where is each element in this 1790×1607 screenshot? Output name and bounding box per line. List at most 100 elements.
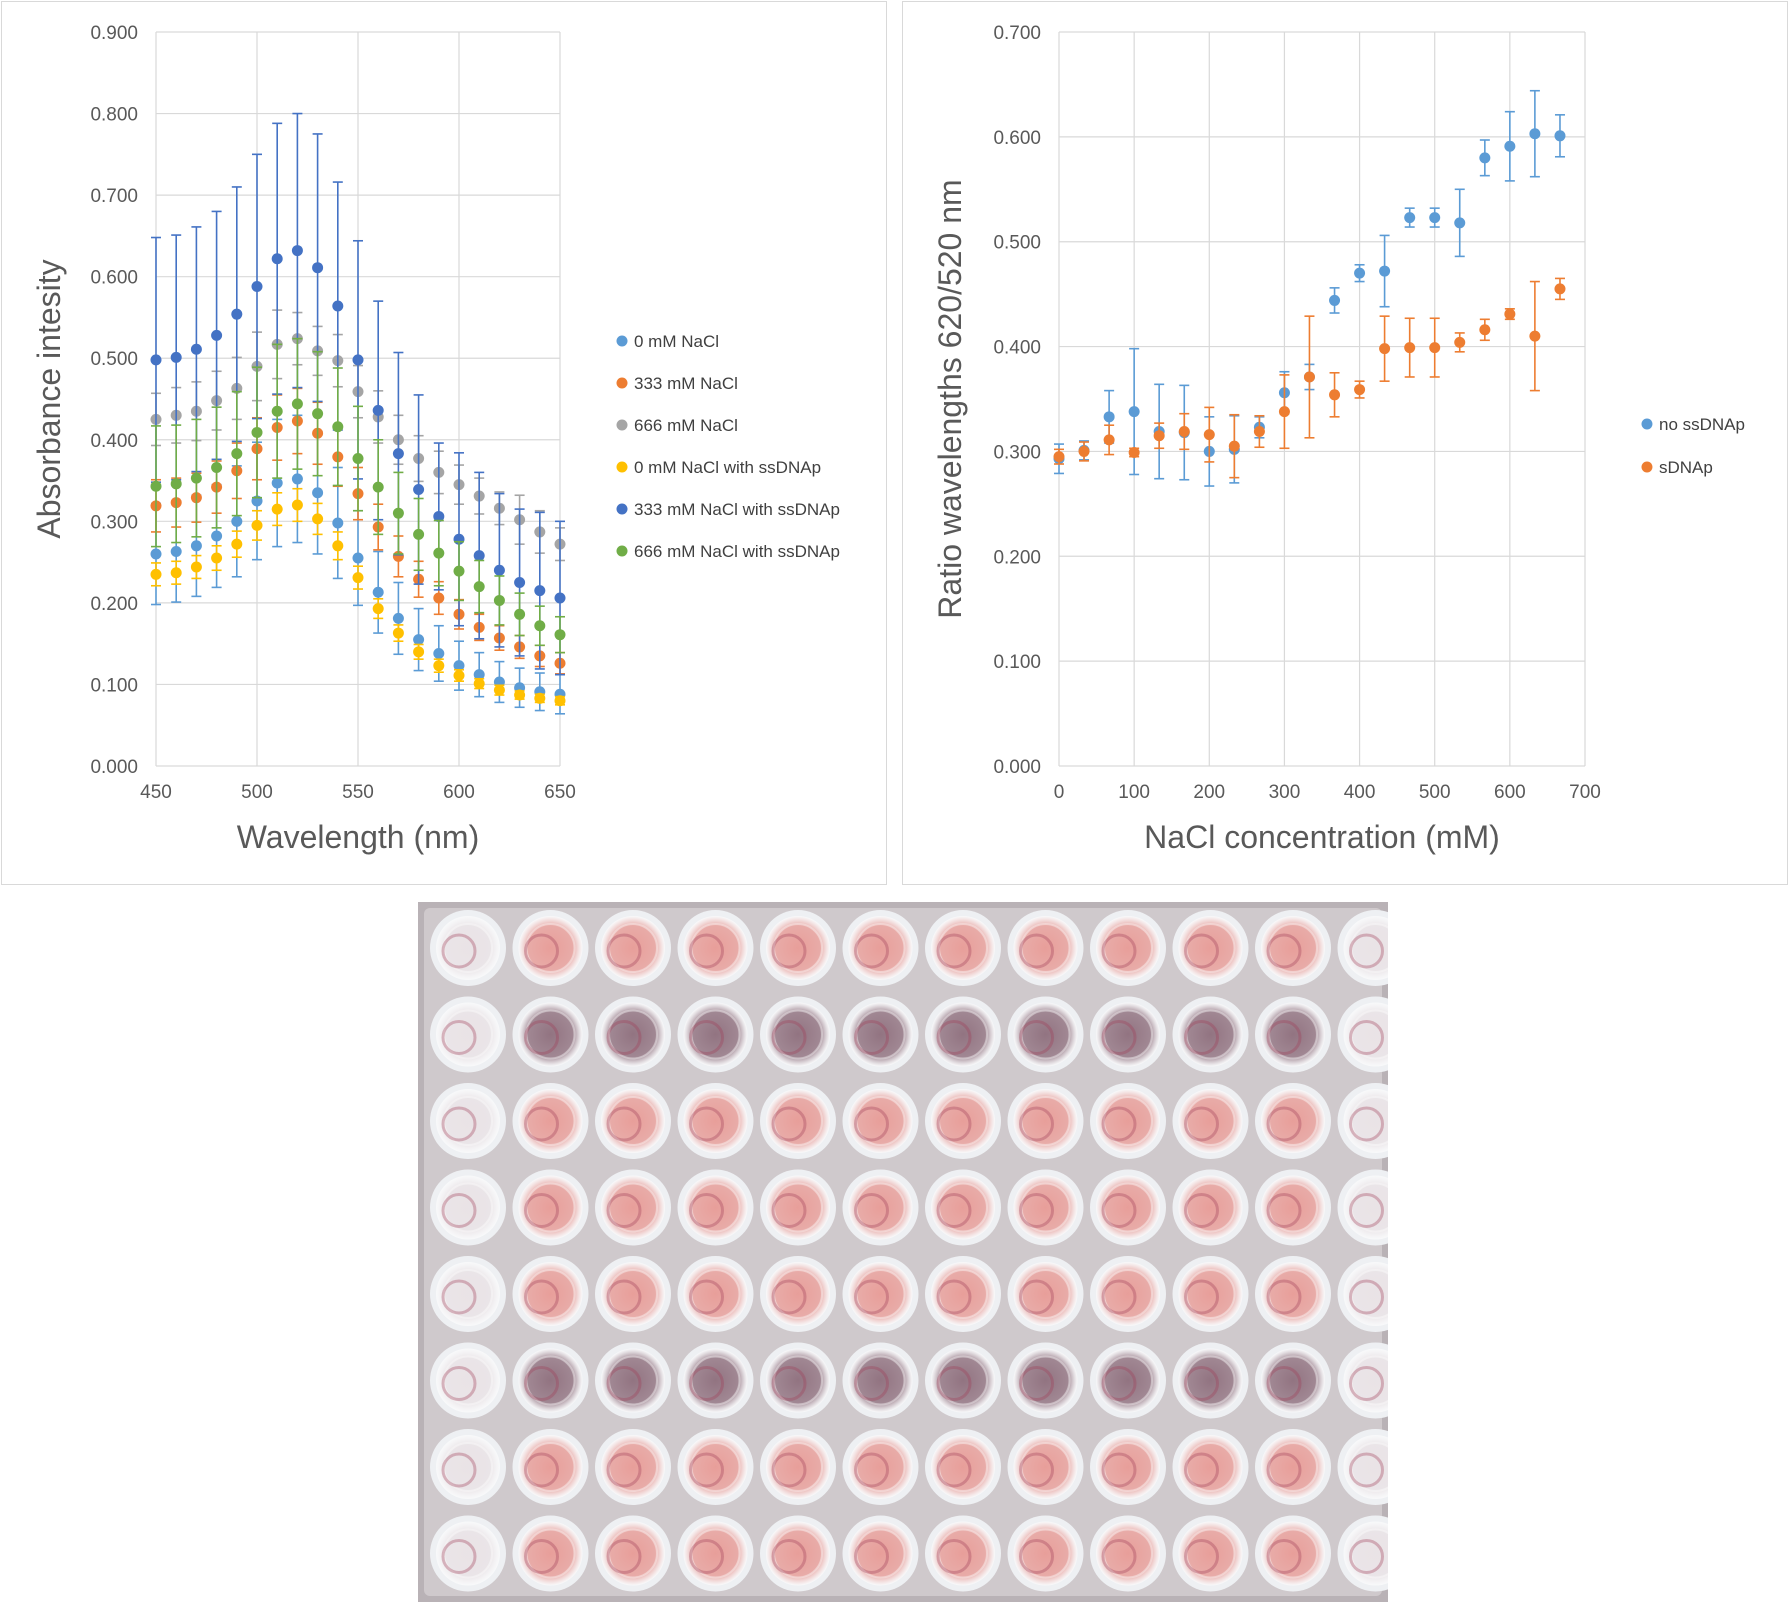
well-ring (936, 1279, 972, 1315)
data-point (1379, 265, 1391, 277)
well-ring (1266, 1452, 1302, 1488)
well-meniscus (855, 1269, 906, 1319)
well (1172, 1083, 1249, 1159)
data-point (1128, 406, 1140, 418)
well-ring (1019, 1020, 1054, 1055)
well-meniscus (1268, 923, 1318, 973)
data-point (170, 546, 182, 558)
data-point (231, 538, 243, 550)
well-ring (524, 1106, 559, 1142)
well-meniscus (938, 1355, 988, 1406)
y-tick-label: 0.300 (993, 442, 1041, 463)
well (595, 1169, 671, 1246)
well-liquid (1096, 1521, 1160, 1586)
well (925, 1169, 1001, 1246)
well-ring (1184, 1366, 1219, 1401)
well-ring (689, 1279, 724, 1315)
well (760, 1083, 836, 1159)
well-liquid (683, 1002, 748, 1067)
well-meniscus (608, 1009, 658, 1060)
y-tick-label: 0.800 (90, 105, 138, 126)
data-point (392, 507, 404, 519)
well (1007, 1083, 1084, 1159)
data-point (291, 398, 303, 410)
well (925, 1083, 1001, 1159)
well-ring (524, 1366, 559, 1401)
well-meniscus (1103, 1096, 1153, 1146)
well (430, 1256, 506, 1332)
well-meniscus (525, 1528, 576, 1579)
data-point (1128, 446, 1140, 458)
ratio-chart: 0.000 0.100 0.200 0.300 0.400 0.500 0.600 0.700… (932, 23, 1745, 855)
well (1090, 1515, 1166, 1592)
x-tick-label: 650 (544, 782, 576, 803)
data-point (231, 448, 243, 460)
well-meniscus (1185, 923, 1236, 973)
well-ring (1184, 933, 1219, 969)
well-ring (441, 1193, 477, 1228)
well-ring (441, 1452, 477, 1488)
data-point (554, 592, 566, 604)
data-point (372, 481, 384, 493)
data-point (433, 647, 445, 659)
well-ring (771, 1193, 807, 1228)
well-ring (771, 1452, 807, 1488)
well (512, 1342, 589, 1419)
well-liquid (518, 1262, 583, 1326)
well-meniscus (608, 1182, 658, 1233)
data-point (352, 354, 364, 366)
well (1090, 910, 1166, 986)
legend-label: 0 mM NaCl with ssDNAp (634, 458, 821, 477)
well (677, 1515, 754, 1592)
x-tick-label: 300 (1269, 782, 1301, 803)
well (1255, 1256, 1331, 1332)
well-ring (441, 1366, 477, 1401)
well-ring (1019, 933, 1054, 969)
well-ring (1349, 933, 1384, 969)
well-ring (771, 1279, 807, 1315)
well (1255, 1515, 1331, 1592)
well (677, 1429, 754, 1505)
data-point (514, 689, 526, 701)
data-point (1454, 217, 1466, 229)
well-ring (441, 933, 477, 969)
y-tick-label: 0.700 (993, 23, 1041, 44)
well-meniscus (608, 1269, 658, 1319)
well-ring (1349, 1539, 1384, 1574)
well-meniscus (1185, 1442, 1236, 1492)
well (595, 1515, 671, 1592)
well-liquid (683, 1175, 748, 1240)
well-meniscus (773, 923, 823, 973)
well (430, 1169, 506, 1246)
data-point (150, 354, 162, 366)
data-point (190, 343, 202, 355)
well-liquid (1096, 1175, 1160, 1240)
well-liquid (1096, 916, 1160, 980)
well (595, 1083, 671, 1159)
legend-marker (1641, 418, 1653, 430)
well-meniscus (525, 1269, 576, 1319)
well-meniscus (1185, 1269, 1236, 1319)
well-meniscus (1185, 1009, 1236, 1060)
well-ring (689, 1193, 724, 1228)
well-liquid (1261, 1348, 1325, 1413)
well-ring (771, 1366, 807, 1401)
well-ring (854, 1366, 889, 1401)
data-point (271, 253, 283, 265)
well-ring (441, 1020, 477, 1055)
well (1090, 1342, 1166, 1419)
data-point (211, 462, 223, 474)
well (760, 1169, 836, 1246)
well-meniscus (1103, 923, 1153, 973)
well-liquid (683, 1521, 748, 1586)
well-meniscus (525, 1182, 576, 1233)
well-liquid (683, 916, 748, 980)
well (842, 1342, 919, 1419)
data-point (1178, 426, 1190, 438)
plate-body (424, 908, 1382, 1596)
data-point (534, 692, 546, 704)
well-meniscus (443, 1355, 493, 1406)
well-meniscus (1268, 1009, 1318, 1060)
well-ring (1349, 1452, 1384, 1488)
data-point (1354, 267, 1366, 279)
